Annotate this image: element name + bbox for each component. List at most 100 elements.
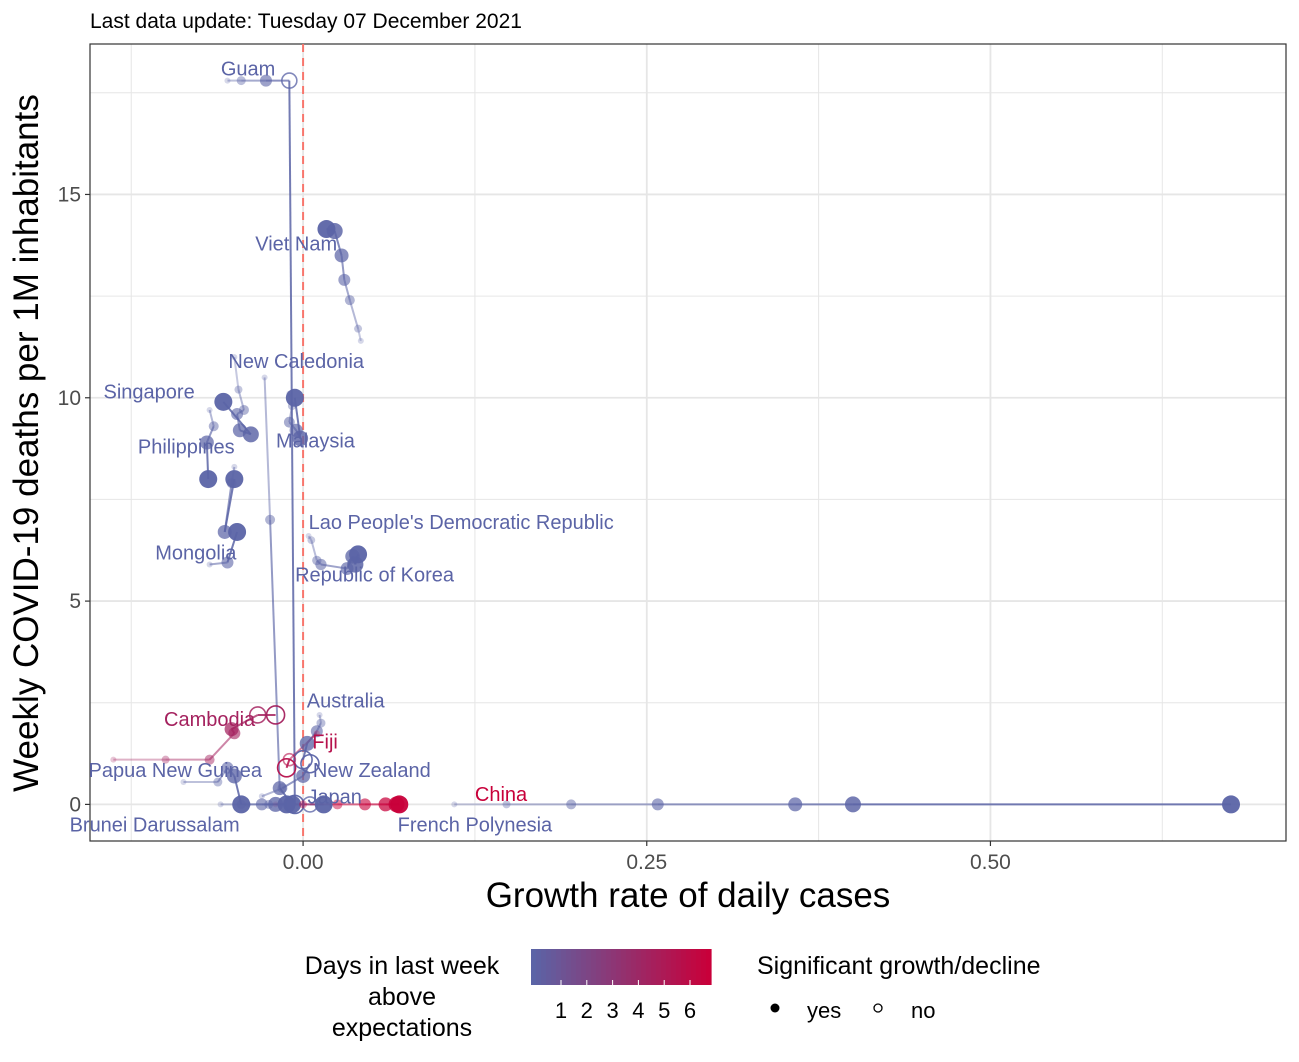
color-bar-segment [536,949,542,985]
data-point [234,385,243,394]
data-point [232,795,251,814]
data-point [217,801,224,808]
data-point [277,795,296,814]
data-point [225,470,244,489]
trail-segment [310,539,318,561]
data-point [788,797,803,812]
trail-segment [288,80,296,805]
color-bar-tick-label: 4 [632,998,644,1023]
data-point [242,426,259,443]
country-labels: Guam Viet Nam New Caledonia Singapore Philip… [70,58,614,836]
color-bar-segment [581,949,587,985]
country-label: China [475,784,528,806]
color-bar-tick-label: 1 [555,998,567,1023]
color-bar-segment [561,949,567,985]
country-label: Mongolia [155,542,237,564]
country-label: Lao People's Democratic Republic [309,512,614,534]
x-axis-ticks: 0.00 0.25 0.50 [283,841,1011,874]
trail-segment [357,328,362,342]
color-bar-segment [611,949,617,985]
data-point [314,795,333,814]
y-axis-ticks: 0 5 10 15 [58,183,90,816]
shape-legend-yes-label: yes [807,998,841,1023]
data-point [300,753,320,774]
y-tick-label: 5 [69,590,81,613]
color-bar-segment [586,949,592,985]
trail-segment [263,377,272,520]
country-label: Singapore [104,382,195,404]
y-tick-label: 0 [69,793,81,816]
y-axis-title: Weekly COVID-19 deaths per 1M inhabitant… [7,94,46,792]
color-bar-segment [671,949,677,985]
color-bar-tick-label: 3 [606,998,618,1023]
data-point [344,295,355,306]
shape-legend-filled-dot [770,1003,780,1013]
country-label: New Zealand [313,760,431,782]
y-tick-label: 10 [58,387,81,410]
data-point [285,388,304,407]
data-point [844,796,861,813]
data-point [214,392,233,411]
color-bar-segment [661,949,667,985]
trail-segment [348,299,360,329]
color-bar-segment [621,949,627,985]
shape-legend-no-label: no [911,998,935,1023]
data-point [316,711,323,718]
color-bar-segment [601,949,607,985]
x-tick-label: 0.25 [626,851,667,874]
color-bar-segment [651,949,657,985]
color-bar-segment [676,949,682,985]
color-bar-segment [556,949,562,985]
data-points [110,72,1241,815]
data-point [231,354,238,361]
color-bar-tick-label: 2 [581,998,593,1023]
data-point [313,730,320,737]
data-point [281,72,298,89]
data-point [276,758,297,778]
color-bar-segment [616,949,622,985]
color-bar-segment [576,949,582,985]
country-label: Cambodia [164,709,256,731]
trail-segment [307,535,313,541]
data-point [265,514,276,525]
color-bar-segment [596,949,602,985]
data-point [236,799,246,809]
country-label: Fiji [312,731,338,753]
data-point [277,783,288,794]
data-point [236,76,246,86]
data-point [199,470,218,489]
data-point [228,522,247,541]
data-point [307,536,316,544]
country-label: Guam [221,58,275,80]
data-point [334,248,349,263]
trail-segment [208,409,215,427]
data-point [259,74,272,87]
trail-segment [269,519,281,789]
data-point [224,722,239,737]
trail-segment [285,759,291,769]
color-bar-segment [681,949,687,985]
color-legend-title-line-1: Days in last week [305,952,500,980]
color-bar-segment [541,949,547,985]
country-label: New Caledonia [228,351,365,373]
country-label: Viet Nam [255,233,337,255]
trail-segment [237,389,245,411]
data-point [161,755,170,764]
color-legend-title-line-2: above [368,983,436,1011]
data-point [651,798,664,811]
country-label: Republic of Korea [295,565,455,587]
data-point [358,798,371,811]
data-point [283,416,295,428]
country-label: French Polynesia [398,815,553,837]
data-point [299,735,315,751]
data-point [226,768,242,784]
color-bar-segment [641,949,647,985]
country-label: Philippines [138,437,235,459]
data-point [378,797,393,812]
data-point [221,556,234,569]
color-bar-segment [551,949,557,985]
data-point [204,754,215,765]
